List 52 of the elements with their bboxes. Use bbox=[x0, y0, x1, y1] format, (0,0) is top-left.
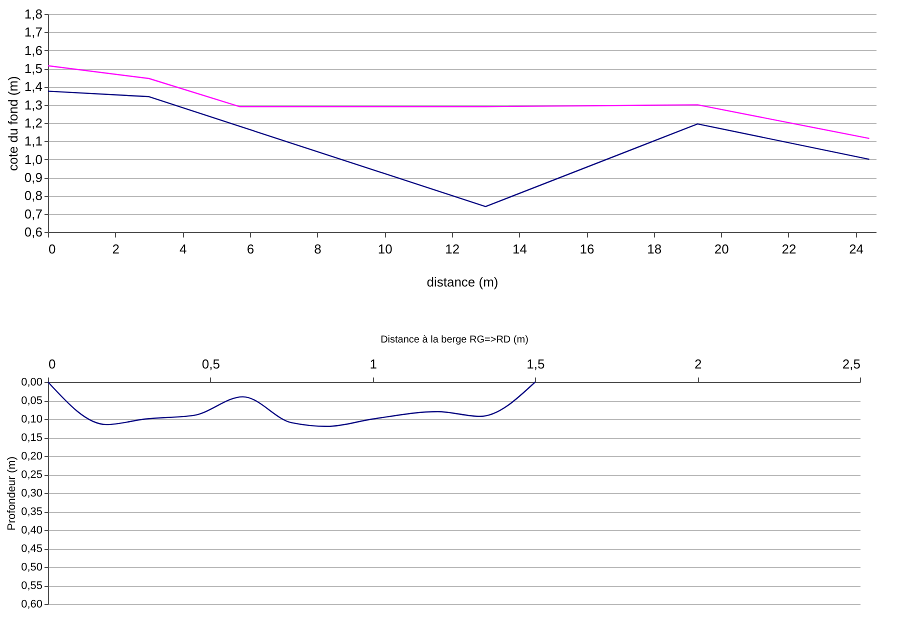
x-tick-label: 6 bbox=[246, 242, 254, 256]
y-tick-label: 0,6 bbox=[24, 224, 42, 240]
y-tick-label: 0,15 bbox=[21, 432, 42, 444]
x-tick-label: 18 bbox=[647, 242, 662, 256]
y-tick-label: 0,9 bbox=[24, 170, 42, 185]
x-tick-label: 2 bbox=[112, 242, 120, 256]
x-tick-label: 1 bbox=[370, 356, 377, 372]
y-tick-label: 0,30 bbox=[21, 488, 42, 500]
y-tick-label: 0,7 bbox=[24, 206, 42, 222]
x-tick-label: 24 bbox=[849, 242, 864, 256]
x-tick-label: 4 bbox=[180, 242, 187, 256]
x-tick-label: 14 bbox=[512, 242, 527, 256]
y-axis-title: cote du fond (m) bbox=[5, 76, 20, 171]
y-tick-label: 0,25 bbox=[21, 469, 42, 481]
y-axis-title: Profondeur (m) bbox=[6, 456, 18, 530]
x-tick-label: 22 bbox=[782, 242, 796, 256]
x-tick-label: 12 bbox=[445, 242, 460, 256]
x-tick-label: 0 bbox=[48, 356, 56, 372]
x-axis-title: distance (m) bbox=[426, 274, 498, 290]
y-tick-label: 0,50 bbox=[21, 562, 42, 574]
y-tick-label: 1,0 bbox=[24, 152, 42, 167]
y-tick-label: 0,55 bbox=[21, 580, 42, 592]
x-tick-label: 0 bbox=[48, 242, 56, 256]
y-tick-label: 0,00 bbox=[21, 376, 42, 388]
y-tick-label: 0,35 bbox=[21, 506, 42, 518]
y-tick-label: 0,05 bbox=[21, 395, 42, 407]
y-tick-label: 1,3 bbox=[24, 97, 42, 112]
x-tick-label: 16 bbox=[580, 242, 594, 256]
line-series bbox=[47, 90, 870, 208]
y-tick-label: 0,10 bbox=[21, 414, 42, 426]
y-tick-label: 1,4 bbox=[24, 79, 42, 94]
y-tick-label: 1,2 bbox=[24, 116, 42, 130]
y-tick-label: 0,60 bbox=[21, 598, 42, 610]
x-tick-label: 20 bbox=[714, 242, 729, 256]
y-tick-label: 0,8 bbox=[24, 188, 42, 204]
y-tick-label: 0,40 bbox=[21, 524, 42, 536]
y-tick-label: 1,8 bbox=[24, 6, 42, 22]
y-tick-label: 1,5 bbox=[24, 61, 42, 76]
line-series bbox=[47, 381, 536, 427]
y-tick-label: 1,7 bbox=[24, 24, 42, 40]
y-tick-label: 1,6 bbox=[24, 42, 42, 58]
x-tick-label: 1,5 bbox=[526, 356, 545, 372]
y-tick-label: 1,1 bbox=[24, 134, 42, 149]
x-tick-label: 10 bbox=[378, 242, 392, 256]
y-tick-label: 0,45 bbox=[21, 543, 42, 555]
x-tick-label: 0,5 bbox=[202, 356, 220, 372]
y-tick-label: 0,20 bbox=[21, 450, 42, 462]
x-tick-label: 2,5 bbox=[842, 356, 860, 372]
line-series bbox=[47, 65, 870, 140]
x-axis-title: Distance à la berge RG=>RD (m) bbox=[380, 334, 528, 346]
x-tick-label: 8 bbox=[314, 242, 322, 256]
x-tick-label: 2 bbox=[694, 356, 702, 372]
